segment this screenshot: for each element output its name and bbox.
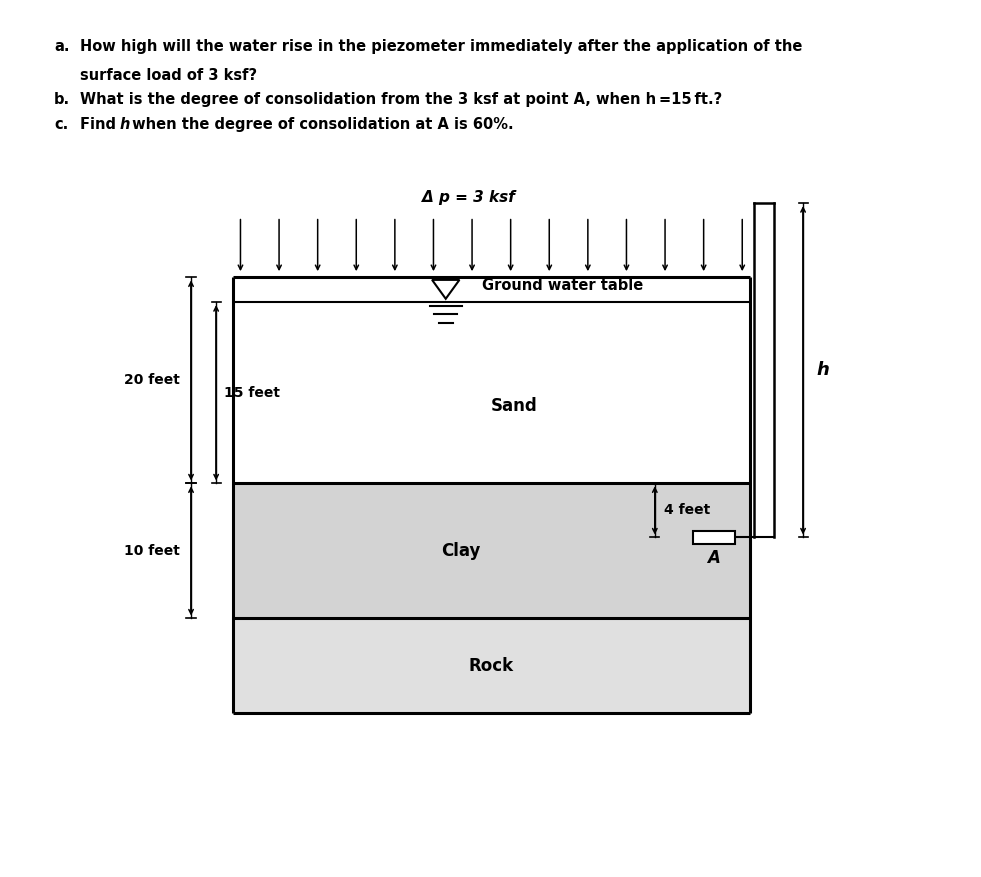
Text: surface load of 3 ksf?: surface load of 3 ksf? — [80, 68, 258, 82]
Text: A: A — [707, 549, 720, 567]
Text: Clay: Clay — [441, 542, 481, 560]
Text: How high will the water rise in the piezometer immediately after the application: How high will the water rise in the piez… — [80, 39, 802, 54]
Text: 15 feet: 15 feet — [224, 386, 280, 400]
Text: What is the degree of consolidation from the 3 ksf at point A, when h =15 ft.?: What is the degree of consolidation from… — [80, 92, 723, 107]
Text: when the degree of consolidation at A is 60%.: when the degree of consolidation at A is… — [127, 117, 513, 132]
Text: 20 feet: 20 feet — [124, 374, 180, 388]
Text: c.: c. — [54, 117, 69, 132]
Bar — [232, 618, 749, 713]
Text: h: h — [120, 117, 130, 132]
Text: b.: b. — [54, 92, 70, 107]
Text: Rock: Rock — [469, 657, 514, 674]
Text: 10 feet: 10 feet — [124, 544, 180, 558]
Bar — [693, 531, 735, 544]
Bar — [232, 277, 749, 483]
Text: a.: a. — [54, 39, 70, 54]
Text: h: h — [817, 361, 830, 379]
Bar — [232, 483, 749, 618]
Text: Ground water table: Ground water table — [483, 279, 644, 294]
Text: 4 feet: 4 feet — [664, 503, 710, 517]
Text: Sand: Sand — [490, 397, 538, 416]
Text: Δ p = 3 ksf: Δ p = 3 ksf — [422, 189, 515, 204]
Text: Find: Find — [80, 117, 122, 132]
